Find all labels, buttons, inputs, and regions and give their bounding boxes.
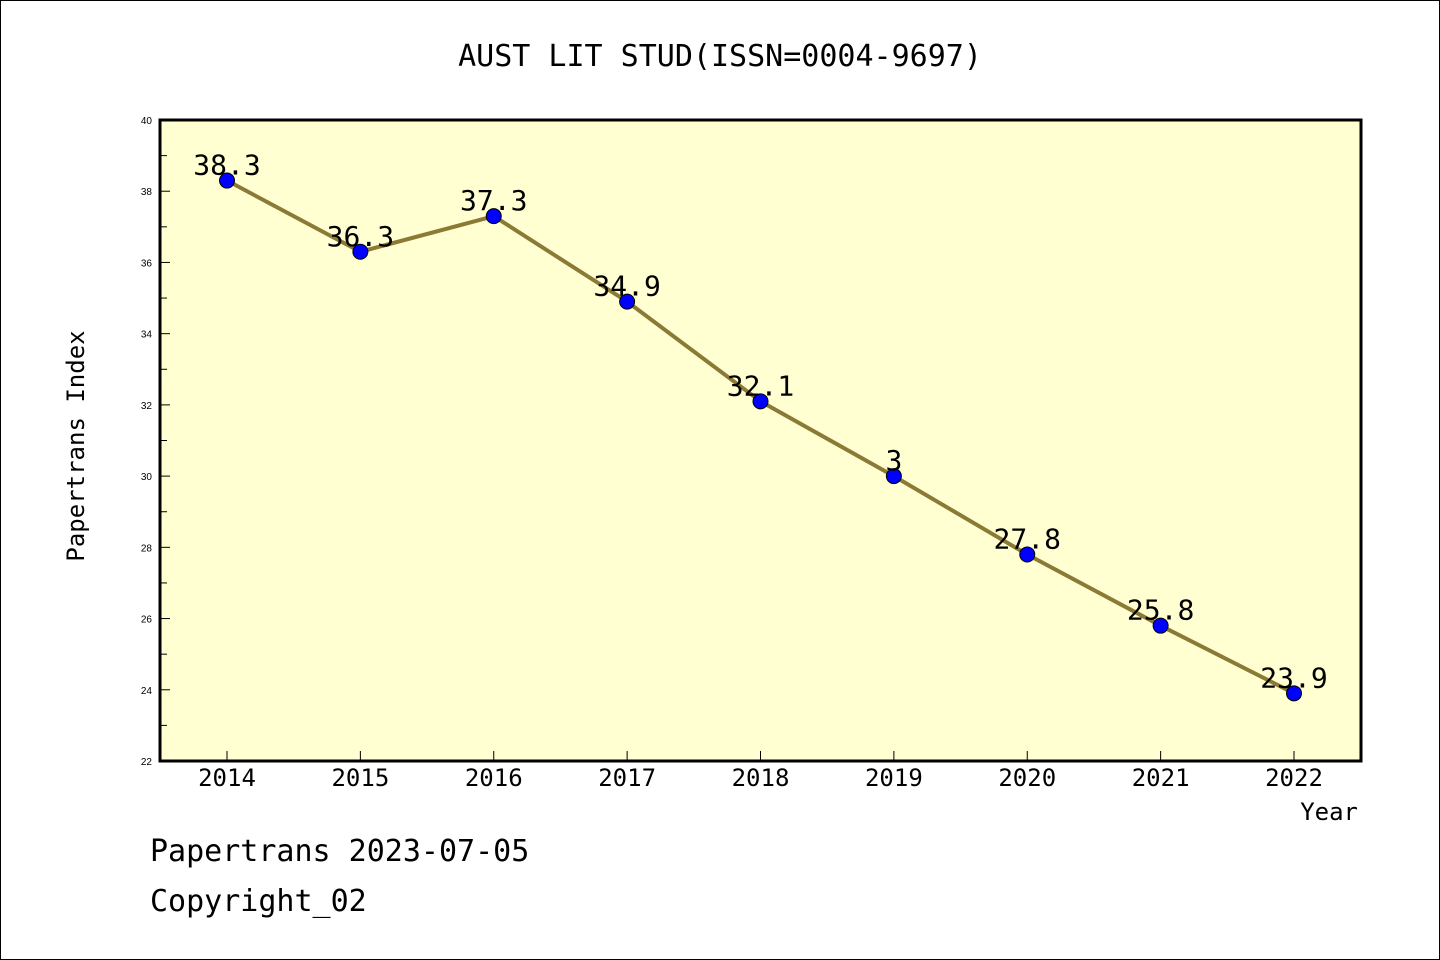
data-point: [352, 243, 369, 260]
chart-title: AUST LIT STUD(ISSN=0004-9697): [458, 39, 982, 74]
x-tick-label: 2020: [998, 764, 1056, 792]
x-tick-label: 2021: [1132, 764, 1190, 792]
x-tick-label: 2022: [1265, 764, 1323, 792]
x-axis-label: Year: [1300, 798, 1358, 826]
x-tick-label: 2019: [865, 764, 923, 792]
data-label: 36.3: [327, 220, 394, 253]
data-label: 27.8: [994, 522, 1061, 555]
y-tick-label: 36: [141, 258, 153, 269]
y-tick-label: 24: [141, 686, 153, 697]
data-point: [1152, 617, 1169, 634]
data-label: 37.3: [460, 184, 527, 217]
x-tick-label: 2016: [465, 764, 523, 792]
data-point: [619, 293, 636, 310]
y-tick-label: 28: [141, 543, 153, 554]
y-tick-label: 26: [141, 615, 153, 626]
x-tick-label: 2014: [198, 764, 256, 792]
data-point: [752, 393, 769, 410]
y-axis-label: Papertrans Index: [62, 330, 90, 561]
footer-date: Papertrans 2023-07-05: [150, 834, 530, 869]
x-tick-label: 2017: [598, 764, 656, 792]
data-point: [885, 468, 902, 485]
data-point: [1019, 546, 1036, 563]
y-tick-label: 38: [141, 187, 153, 198]
x-axis: 2014 2015 2016 2017 2018 2019 2020 2021 2022: [198, 751, 1323, 792]
plot-area: [158, 118, 1363, 763]
y-tick-label: 32: [141, 401, 153, 412]
data-label: 23.9: [1260, 661, 1327, 694]
data-label: 25.8: [1127, 594, 1194, 627]
data-label: 3: [885, 444, 902, 477]
data-markers: [219, 172, 1302, 702]
footer-copyright: Copyright_02: [150, 884, 367, 919]
data-labels: 38.3 36.3 37.3 34.9 32.1 3 27.8 25.8 23.9: [193, 149, 1327, 695]
data-label: 34.9: [593, 270, 660, 303]
y-tick-label: 22: [141, 757, 153, 768]
data-label: 38.3: [193, 149, 260, 182]
x-tick-label: 2015: [331, 764, 389, 792]
x-tick-label: 2018: [732, 764, 790, 792]
data-point: [219, 172, 235, 189]
y-tick-label: 30: [141, 472, 153, 483]
y-tick-label: 40: [141, 116, 153, 127]
y-axis: 22 24 26 28 30 32 34 36 38 40: [141, 116, 170, 768]
data-point: [1286, 685, 1302, 702]
data-point: [485, 208, 502, 225]
y-tick-label: 34: [141, 330, 153, 341]
data-label: 32.1: [727, 369, 794, 402]
